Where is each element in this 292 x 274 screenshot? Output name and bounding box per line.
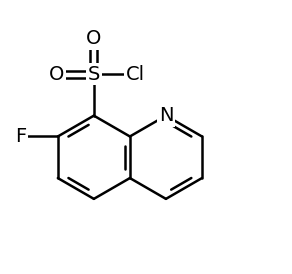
Text: F: F	[15, 127, 26, 146]
Text: Cl: Cl	[126, 65, 145, 84]
Text: O: O	[86, 29, 102, 48]
Text: N: N	[159, 106, 173, 125]
Text: O: O	[49, 65, 64, 84]
Text: S: S	[88, 65, 100, 84]
